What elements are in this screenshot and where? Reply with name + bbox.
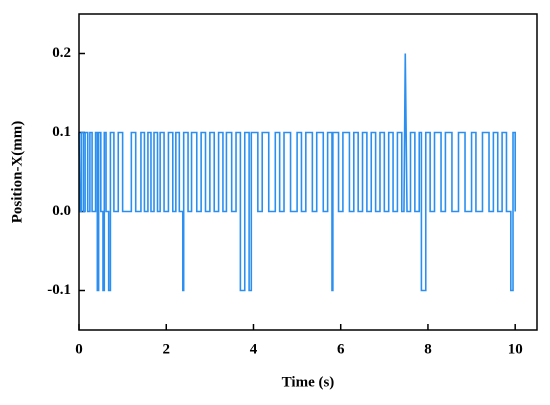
x-tick-label: 2 [162,341,170,357]
y-tick-label: 0.0 [52,203,71,219]
x-tick-label: 6 [337,341,345,357]
y-tick-label: 0.1 [52,124,71,140]
x-tick-label: 8 [424,341,432,357]
x-tick-label: 4 [250,341,258,357]
y-tick-label: -0.1 [47,282,71,298]
data-line [78,53,516,292]
x-tick-label: 0 [75,341,83,357]
plot-frame [78,13,538,331]
x-axis-label: Time (s) [282,374,335,390]
x-tick-label: 10 [508,341,523,357]
y-axis-label: Position-X(mm) [9,121,25,223]
y-tick-label: 0.2 [52,45,71,61]
